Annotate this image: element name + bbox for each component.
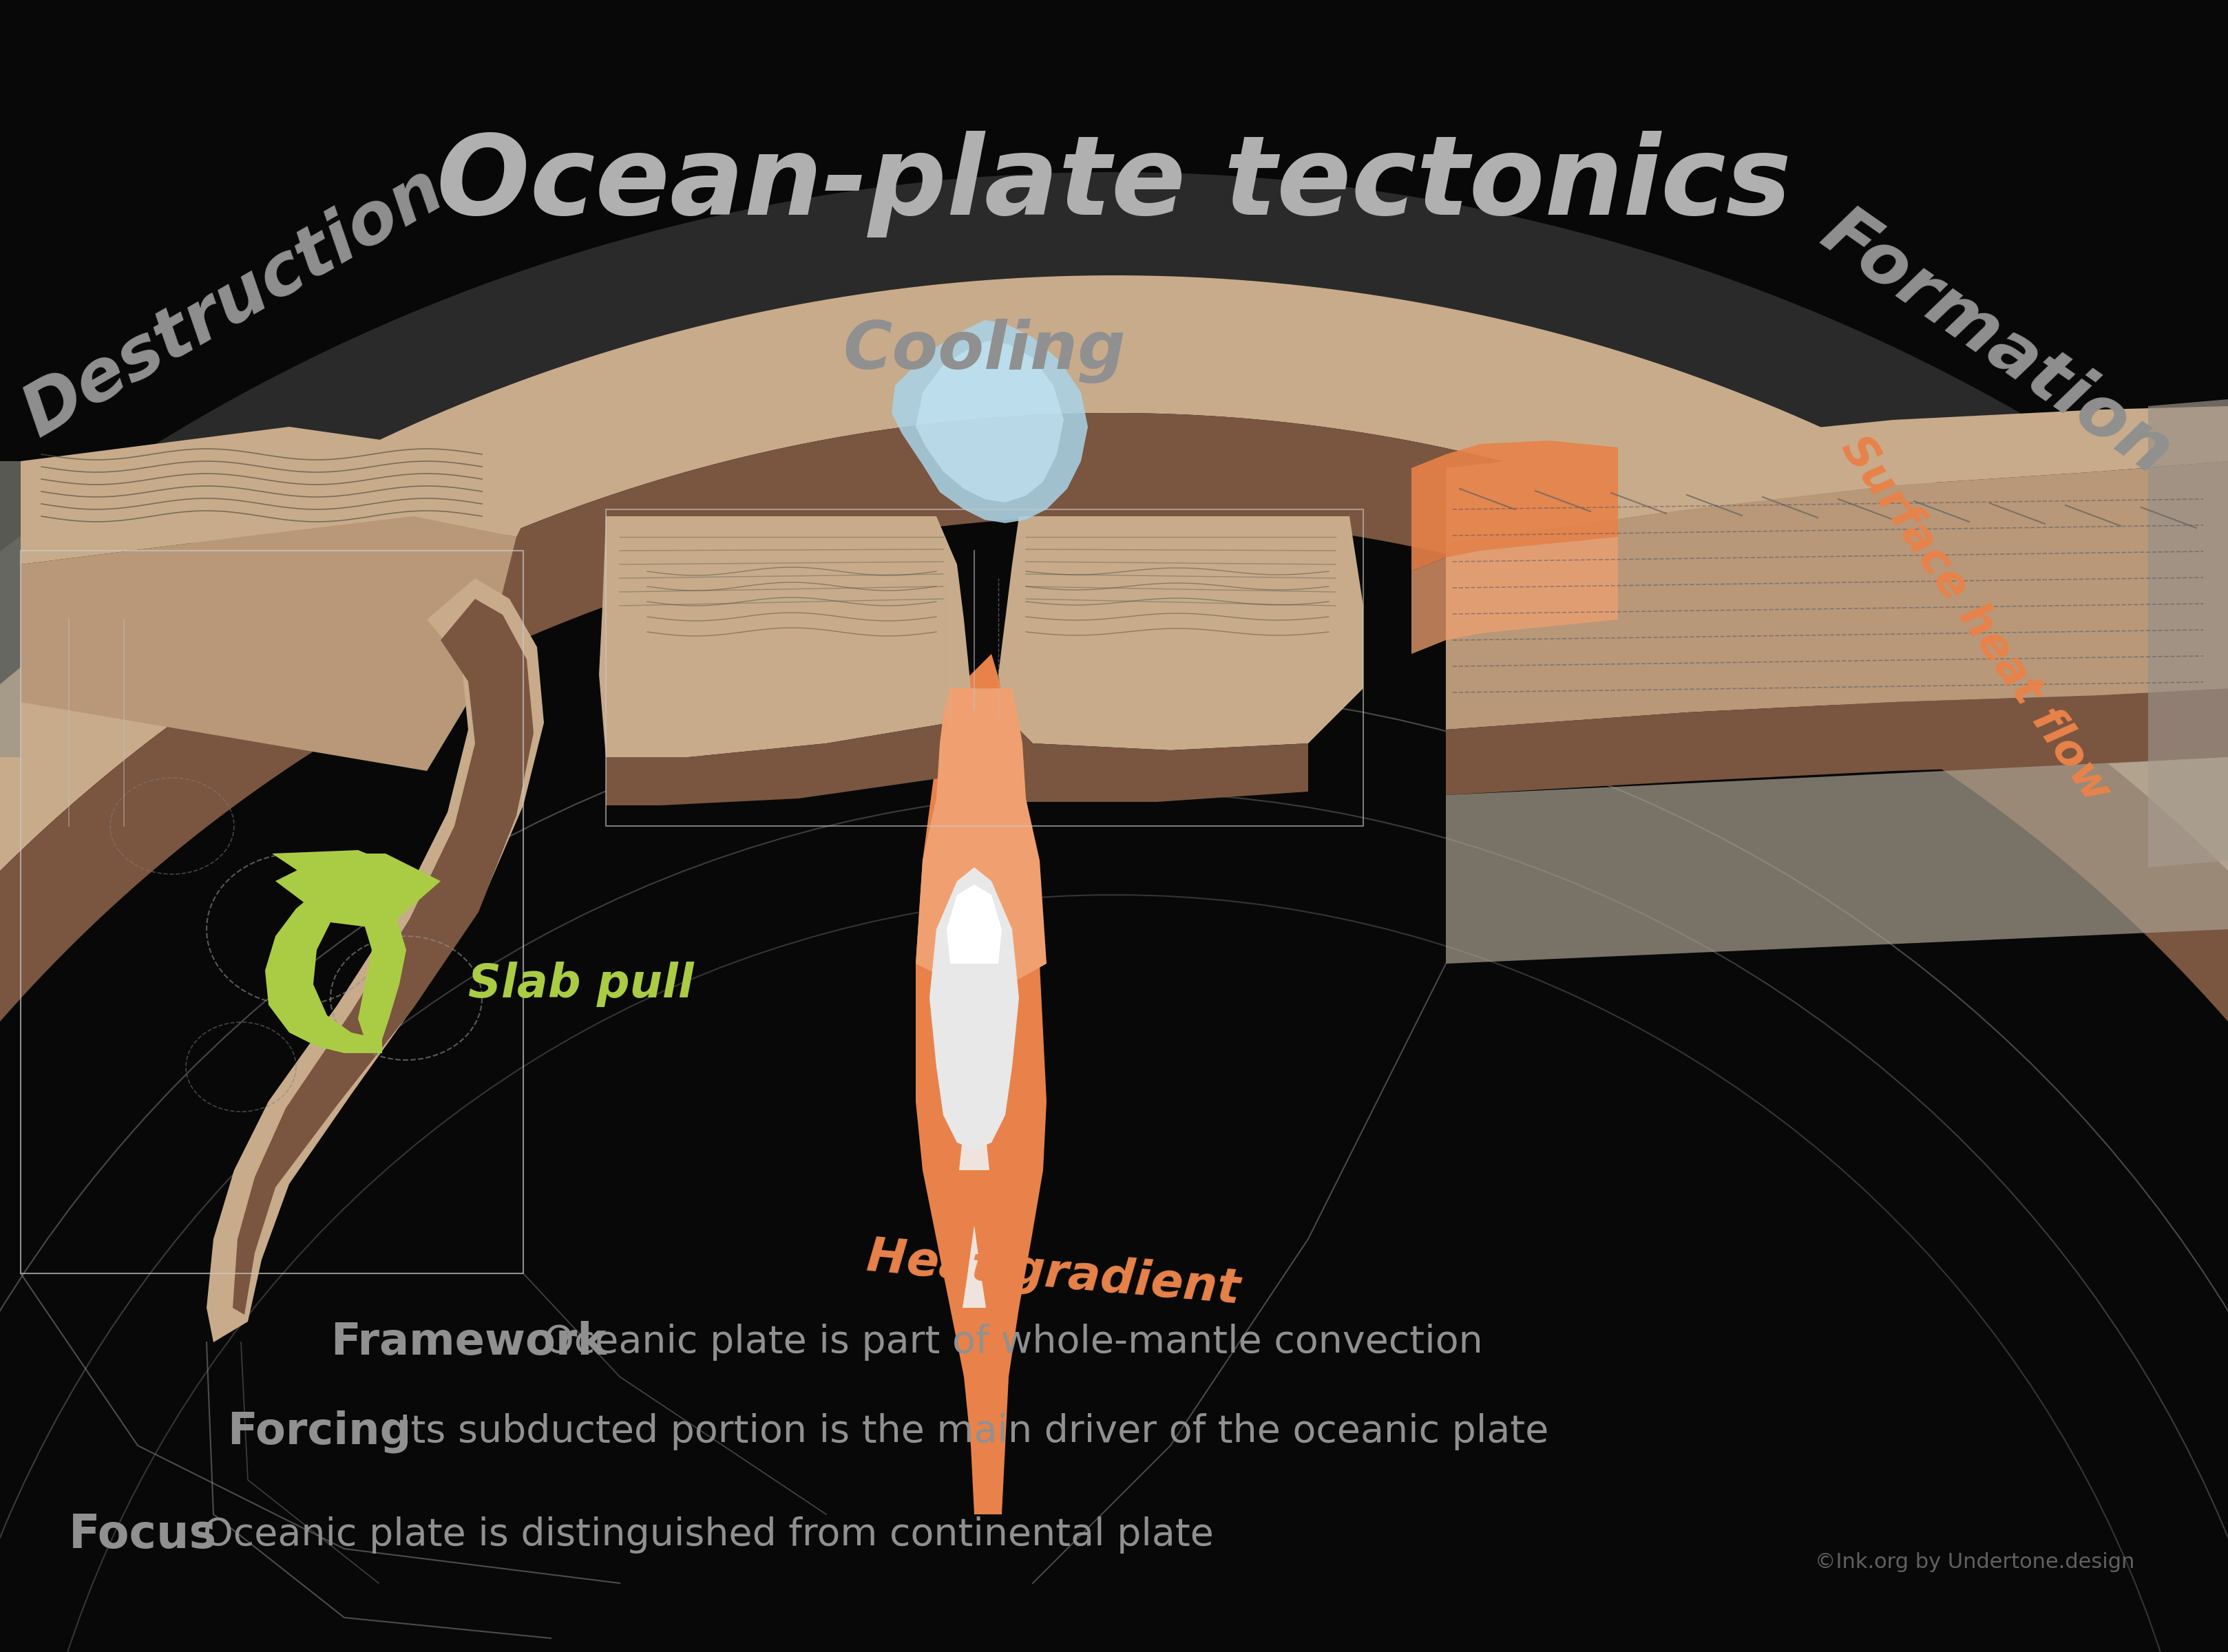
Polygon shape: [0, 172, 2228, 1652]
Text: Oceanic plate is distinguished from continental plate: Oceanic plate is distinguished from cont…: [203, 1517, 1214, 1553]
Text: Forcing: Forcing: [227, 1411, 412, 1454]
Polygon shape: [310, 867, 405, 1039]
Text: Framework: Framework: [330, 1322, 606, 1363]
Text: Surface heat flow: Surface heat flow: [1834, 428, 2119, 811]
Polygon shape: [0, 461, 20, 757]
Polygon shape: [0, 413, 2228, 1652]
Polygon shape: [232, 598, 532, 1315]
Text: Its subducted portion is the main driver of the oceanic plate: Its subducted portion is the main driver…: [399, 1412, 1548, 1450]
Polygon shape: [962, 1226, 985, 1308]
Text: Ocean-plate tectonics: Ocean-plate tectonics: [437, 131, 1791, 238]
Polygon shape: [891, 320, 1087, 524]
Polygon shape: [929, 867, 1018, 1150]
Polygon shape: [599, 515, 971, 757]
Text: Oceanic plate is part of whole-mantle convection: Oceanic plate is part of whole-mantle co…: [544, 1323, 1482, 1361]
Text: Formation: Formation: [1809, 198, 2183, 491]
Polygon shape: [2148, 400, 2228, 867]
Polygon shape: [1446, 689, 2228, 795]
Polygon shape: [1410, 537, 1618, 654]
Polygon shape: [998, 515, 1364, 750]
Polygon shape: [1446, 757, 2228, 963]
Text: Slab pull: Slab pull: [468, 961, 693, 1008]
Polygon shape: [916, 689, 1047, 998]
Polygon shape: [1410, 441, 1618, 572]
Polygon shape: [1000, 715, 1308, 801]
Polygon shape: [20, 426, 537, 565]
Polygon shape: [0, 276, 2228, 1652]
Polygon shape: [265, 851, 412, 1054]
Text: ©Ink.org by Undertone.design: ©Ink.org by Undertone.design: [1814, 1553, 2134, 1573]
Polygon shape: [606, 722, 949, 805]
Polygon shape: [1446, 406, 2228, 544]
Text: Focus: Focus: [69, 1512, 216, 1558]
Polygon shape: [916, 654, 1047, 1515]
Text: Destruction: Destruction: [11, 155, 457, 451]
Polygon shape: [1446, 461, 2228, 730]
Polygon shape: [916, 340, 1063, 502]
Polygon shape: [276, 854, 441, 928]
Text: Cooling: Cooling: [842, 319, 1125, 383]
Polygon shape: [207, 578, 544, 1341]
Polygon shape: [958, 1032, 989, 1170]
Polygon shape: [947, 884, 1000, 963]
Polygon shape: [20, 515, 517, 771]
Text: Heat gradient: Heat gradient: [864, 1234, 1241, 1313]
